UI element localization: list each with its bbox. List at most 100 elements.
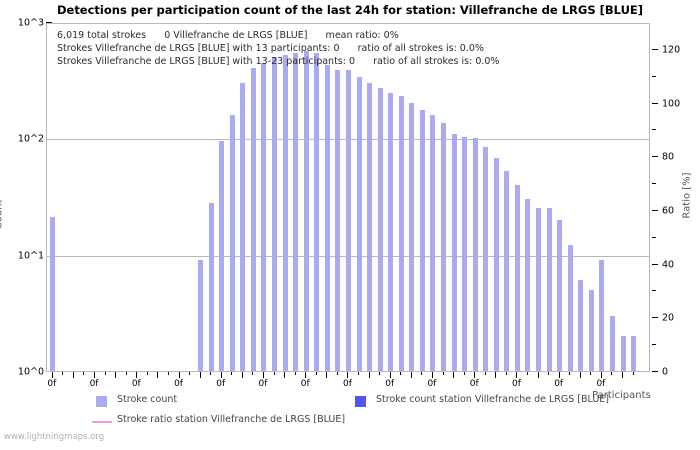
bar: [599, 260, 605, 371]
x-axis-tick: [125, 372, 127, 375]
x-axis-tick: [136, 372, 138, 378]
x-axis-tick: [622, 372, 624, 378]
x-axis-tick: [379, 372, 381, 375]
x-axis-tick: [611, 372, 613, 375]
x-axis-tick: [146, 372, 148, 375]
bar: [514, 184, 520, 371]
gridline: [47, 23, 649, 24]
x-axis-tick: [199, 372, 201, 378]
x-axis-tick: [326, 372, 328, 378]
x-axis-tick-label: 0f: [174, 379, 183, 389]
legend-label: Stroke count station Villefranche de LRG…: [376, 394, 609, 405]
x-axis-tick: [632, 372, 634, 375]
y-axis-right-tick: [652, 209, 658, 211]
bar: [546, 208, 552, 371]
x-axis-tick: [178, 372, 180, 378]
x-axis-tick: [210, 372, 212, 375]
y-axis-left-tick-label: 10^0: [17, 366, 44, 378]
bar: [324, 64, 330, 371]
x-axis-tick: [516, 372, 518, 378]
annotation-total-strokes: 6,019 total strokes 0 Villefranche de LR…: [57, 30, 399, 41]
bar: [430, 114, 436, 371]
y-axis-right-minor-tick: [652, 129, 656, 131]
bar: [536, 208, 542, 371]
bar: [250, 68, 256, 371]
x-axis-tick-label: 0f: [131, 379, 141, 389]
x-axis-tick: [453, 372, 455, 378]
y-axis-left-tick-label: 10^3: [17, 17, 44, 29]
y-axis-right-tick-label: 80: [662, 151, 675, 163]
bar: [388, 93, 394, 371]
bar: [198, 260, 204, 371]
x-axis-tick: [590, 372, 592, 375]
x-axis-tick: [220, 372, 222, 378]
bar: [345, 70, 351, 371]
bar: [272, 57, 278, 371]
bar: [441, 123, 446, 371]
bar-series: [47, 24, 649, 371]
x-axis-tick: [294, 372, 296, 375]
x-axis-tick: [284, 372, 286, 378]
x-axis-tick: [262, 372, 264, 378]
x-axis-tick: [273, 372, 275, 375]
y-axis-right-tick-label: 40: [662, 259, 675, 271]
bar: [356, 76, 362, 371]
y-axis-right-tick-label: 20: [662, 312, 675, 324]
y-axis-left: Count 10^0 10^1 10^2 10^3: [0, 18, 44, 378]
bar: [525, 199, 531, 371]
x-axis-tick: [241, 372, 243, 378]
bar: [409, 103, 415, 371]
x-axis-tick: [336, 372, 338, 375]
annotation-participants-13-23: Strokes Villefranche de LRGS [BLUE] with…: [57, 56, 500, 67]
x-axis-tick-label: 0f: [343, 379, 352, 389]
x-axis-tick: [505, 372, 507, 375]
bar: [588, 289, 594, 371]
x-axis-tick: [358, 372, 360, 375]
y-axis-right-minor-tick: [652, 290, 656, 292]
x-axis-tick: [83, 372, 85, 375]
bar: [208, 202, 214, 371]
bar: [462, 136, 468, 371]
x-axis-tick: [495, 372, 497, 378]
bar: [578, 280, 584, 371]
y-axis-right-tick: [652, 317, 658, 319]
x-axis-tick: [442, 372, 444, 375]
bar: [631, 335, 637, 371]
x-axis-tick: [463, 372, 465, 375]
bar: [219, 140, 225, 371]
x-axis-tick: [421, 372, 423, 375]
y-axis-left-tick-label: 10^1: [17, 250, 44, 262]
x-axis-tick: [484, 372, 486, 375]
x-axis-tick-label: 0f: [511, 379, 521, 389]
x-axis-tick: [526, 372, 528, 375]
x-axis-tick: [579, 372, 581, 378]
x-axis: 0f 0f 0f 0f 0f 0f 0f 0f 0f 0f 0f 0f 0f 0f: [46, 372, 650, 392]
y-axis-right-tick-label: 60: [662, 205, 675, 217]
bar: [472, 138, 478, 371]
legend-label: Stroke count: [117, 394, 178, 405]
x-axis-tick: [368, 372, 370, 378]
legend-label: Stroke ratio station Villefranche de LRG…: [117, 414, 346, 425]
x-axis-tick: [62, 372, 64, 375]
bar: [50, 217, 56, 371]
x-axis-tick-label: 0f: [427, 379, 437, 389]
x-axis-tick-label: 0f: [89, 379, 99, 389]
bar: [367, 82, 373, 371]
x-axis-tick: [400, 372, 402, 375]
x-axis-tick: [167, 372, 169, 375]
x-axis-tick: [189, 372, 191, 375]
bar: [282, 55, 288, 371]
bar: [314, 52, 320, 371]
x-axis-tick-label: 0f: [300, 379, 310, 389]
y-axis-right-minor-tick: [652, 75, 656, 77]
x-axis-tick-label: 0f: [596, 379, 606, 389]
y-axis-right-tick-label: 120: [662, 44, 681, 56]
y-axis-right-minor-tick: [652, 183, 656, 185]
x-axis-tick-label: 0f: [258, 379, 268, 389]
bar: [229, 114, 235, 371]
x-axis-tick: [474, 372, 476, 378]
x-axis-tick: [72, 372, 74, 378]
x-axis-tick: [115, 372, 117, 378]
y-axis-right-tick-label: 0: [662, 366, 669, 378]
bar: [451, 133, 457, 371]
